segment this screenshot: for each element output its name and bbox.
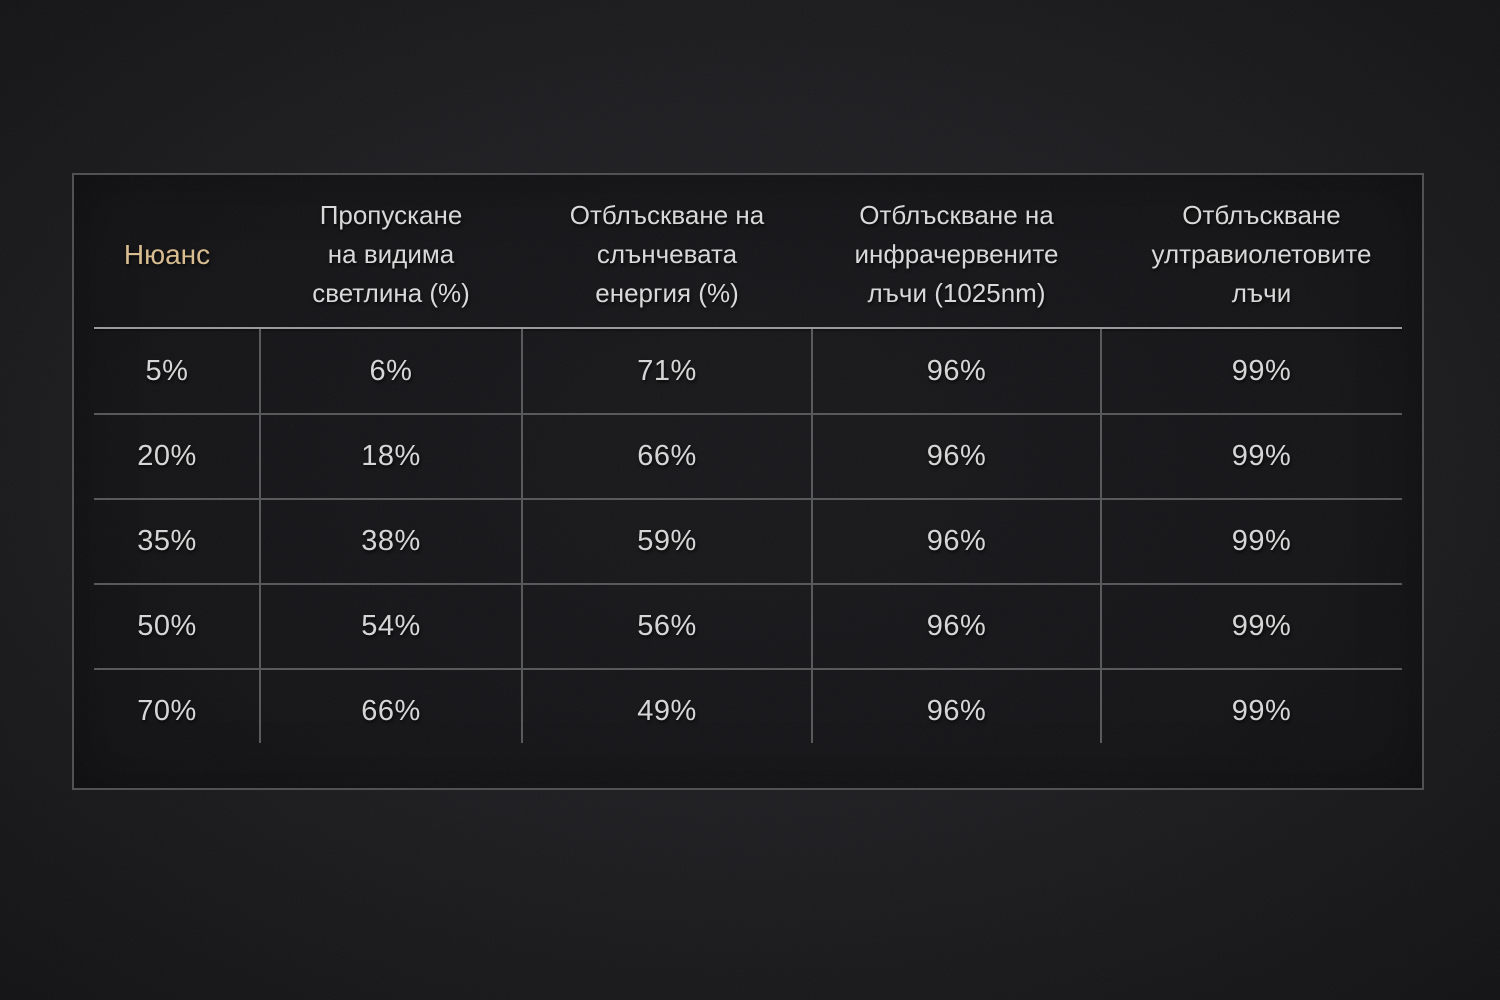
table-cell-ir: 96% xyxy=(926,525,987,557)
column-header-shade: Нюанс xyxy=(123,238,211,270)
table-cell-vlt: 6% xyxy=(369,355,413,387)
table-cell-vlt: 38% xyxy=(361,525,421,557)
table-cell-solar: 66% xyxy=(637,440,697,472)
table-header-row: Нюанс Пропускане на видима светлина (%) … xyxy=(74,175,1422,327)
table-cell-vlt: 66% xyxy=(361,695,421,727)
table-cell-solar: 56% xyxy=(637,610,697,642)
table-cell-ir: 96% xyxy=(926,610,987,642)
column-header-visible-light-transmission: Пропускане на видима светлина (%) xyxy=(312,199,470,308)
column-header-infrared-rejection: Отблъскване на инфрачервените лъчи (1025… xyxy=(854,199,1059,308)
table-cell-shade: 5% xyxy=(145,355,189,387)
table-cell-ir: 96% xyxy=(926,695,987,727)
table-cell-uv: 99% xyxy=(1231,355,1292,387)
column-divider xyxy=(259,329,261,743)
table-row: 20% 18% 66% 96% 99% xyxy=(74,414,1422,499)
table-row: 35% 38% 59% 96% 99% xyxy=(74,499,1422,584)
table-cell-uv: 99% xyxy=(1231,695,1292,727)
table-cell-solar: 59% xyxy=(637,525,697,557)
table-cell-solar: 71% xyxy=(637,355,697,387)
table-cell-uv: 99% xyxy=(1231,440,1292,472)
table-cell-shade: 50% xyxy=(137,610,197,642)
column-divider xyxy=(521,329,523,743)
column-header-uv-rejection: Отблъскване ултравиолетовите лъчи xyxy=(1151,199,1372,308)
tint-specs-table: Нюанс Пропускане на видима светлина (%) … xyxy=(72,173,1424,790)
table-cell-ir: 96% xyxy=(926,440,987,472)
table-row: 70% 66% 49% 96% 99% xyxy=(74,669,1422,754)
table-cell-solar: 49% xyxy=(637,695,697,727)
row-separator-line xyxy=(94,498,1402,500)
row-separator-line xyxy=(94,668,1402,670)
column-divider xyxy=(811,329,813,743)
table-cell-uv: 99% xyxy=(1231,610,1292,642)
table-cell-shade: 35% xyxy=(137,525,197,557)
column-divider xyxy=(1100,329,1102,743)
row-separator-line xyxy=(94,583,1402,585)
table-row: 5% 6% 71% 96% 99% xyxy=(74,329,1422,414)
table-body: 5% 6% 71% 96% 99% 20% 18% 66% 96% 99% 35… xyxy=(74,329,1422,788)
table-cell-shade: 70% xyxy=(137,695,197,727)
table-cell-shade: 20% xyxy=(137,440,197,472)
column-header-solar-energy-rejection: Отблъскване на слънчевата енергия (%) xyxy=(569,199,765,308)
table-cell-uv: 99% xyxy=(1231,525,1292,557)
table-cell-ir: 96% xyxy=(926,355,987,387)
table-cell-vlt: 54% xyxy=(361,610,421,642)
table-row: 50% 54% 56% 96% 99% xyxy=(74,584,1422,669)
row-separator-line xyxy=(94,413,1402,415)
table-cell-vlt: 18% xyxy=(361,440,421,472)
